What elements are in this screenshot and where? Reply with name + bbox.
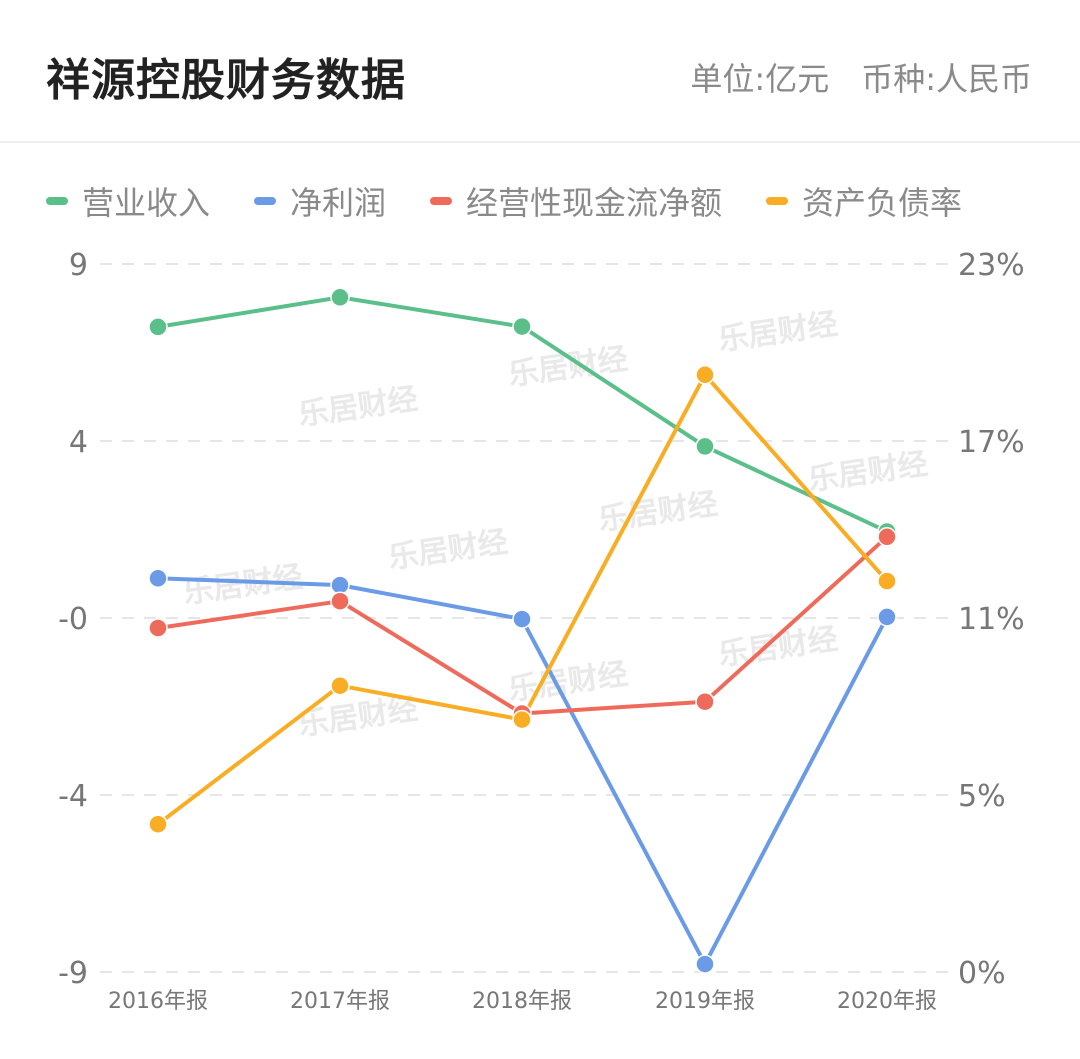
legend-label: 营业收入 [82,184,211,222]
data-point [877,607,897,627]
watermark-text: 乐居财经 [506,657,630,708]
watermark-text: 乐居财经 [296,382,420,433]
watermark-text: 乐居财经 [181,560,305,611]
left-axis-tick: 9 [69,248,88,283]
x-axis-tick: 2017年报 [290,989,390,1014]
right-axis-tick: 11% [958,602,1025,637]
right-axis-tick: 0% [958,956,1006,991]
page-title: 祥源控股财务数据 [46,55,406,106]
legend-swatch [46,197,68,205]
right-axis-tick: 23% [958,248,1025,283]
data-point [330,675,350,696]
data-point [330,591,350,611]
x-axis-tick: 2018年报 [472,989,572,1014]
watermark-text: 乐居财经 [716,307,840,358]
legend-label: 经营性现金流净额 [466,184,723,222]
data-point [148,568,168,589]
left-axis-tick: -9 [58,956,88,991]
data-point [512,709,532,730]
x-axis-tick: 2020年报 [837,989,937,1014]
currency-label: 币种:人民币 [861,60,1032,98]
legend-swatch [254,197,277,205]
watermark-text: 乐居财经 [386,525,510,576]
legend-item[interactable]: 经营性现金流净额 [430,178,722,224]
data-point [148,814,168,834]
left-axis-tick: -4 [58,779,88,814]
x-axis-tick: 2016年报 [108,989,208,1014]
watermark-text: 乐居财经 [806,447,930,498]
legend-item[interactable]: 净利润 [254,178,386,224]
right-axis-tick: 5% [958,779,1006,814]
watermark-text: 乐居财经 [596,487,720,538]
watermark-text: 乐居财经 [296,692,420,743]
legend-item[interactable]: 营业收入 [46,178,210,224]
data-point [330,287,350,308]
data-point [330,575,350,595]
data-point [512,316,532,337]
watermark-text: 乐居财经 [716,622,840,673]
left-axis-tick: -0 [58,602,88,637]
data-point [695,954,715,974]
right-axis-tick: 17% [958,425,1025,460]
data-point [695,691,715,712]
data-point [148,317,168,337]
legend-label: 资产负债率 [802,184,963,222]
chart-legend: 营业收入 净利润 经营性现金流净额 资产负债率 [46,176,1006,226]
legend-item[interactable]: 资产负债率 [766,178,962,224]
legend-swatch [430,197,453,205]
data-point [148,618,168,638]
data-point [512,609,532,629]
header: 祥源控股财务数据 单位:亿元 币种:人民币 [0,0,1080,143]
legend-swatch [766,197,789,205]
unit-label: 单位:亿元 [690,60,830,98]
legend-label: 净利润 [290,184,387,222]
data-point [695,365,715,385]
data-point [877,527,897,547]
x-axis-tick: 2019年报 [655,989,755,1014]
unit-info: 单位:亿元 币种:人民币 [658,54,1032,100]
data-point [695,436,715,457]
data-point [877,571,897,591]
left-axis-tick: 4 [69,425,88,460]
